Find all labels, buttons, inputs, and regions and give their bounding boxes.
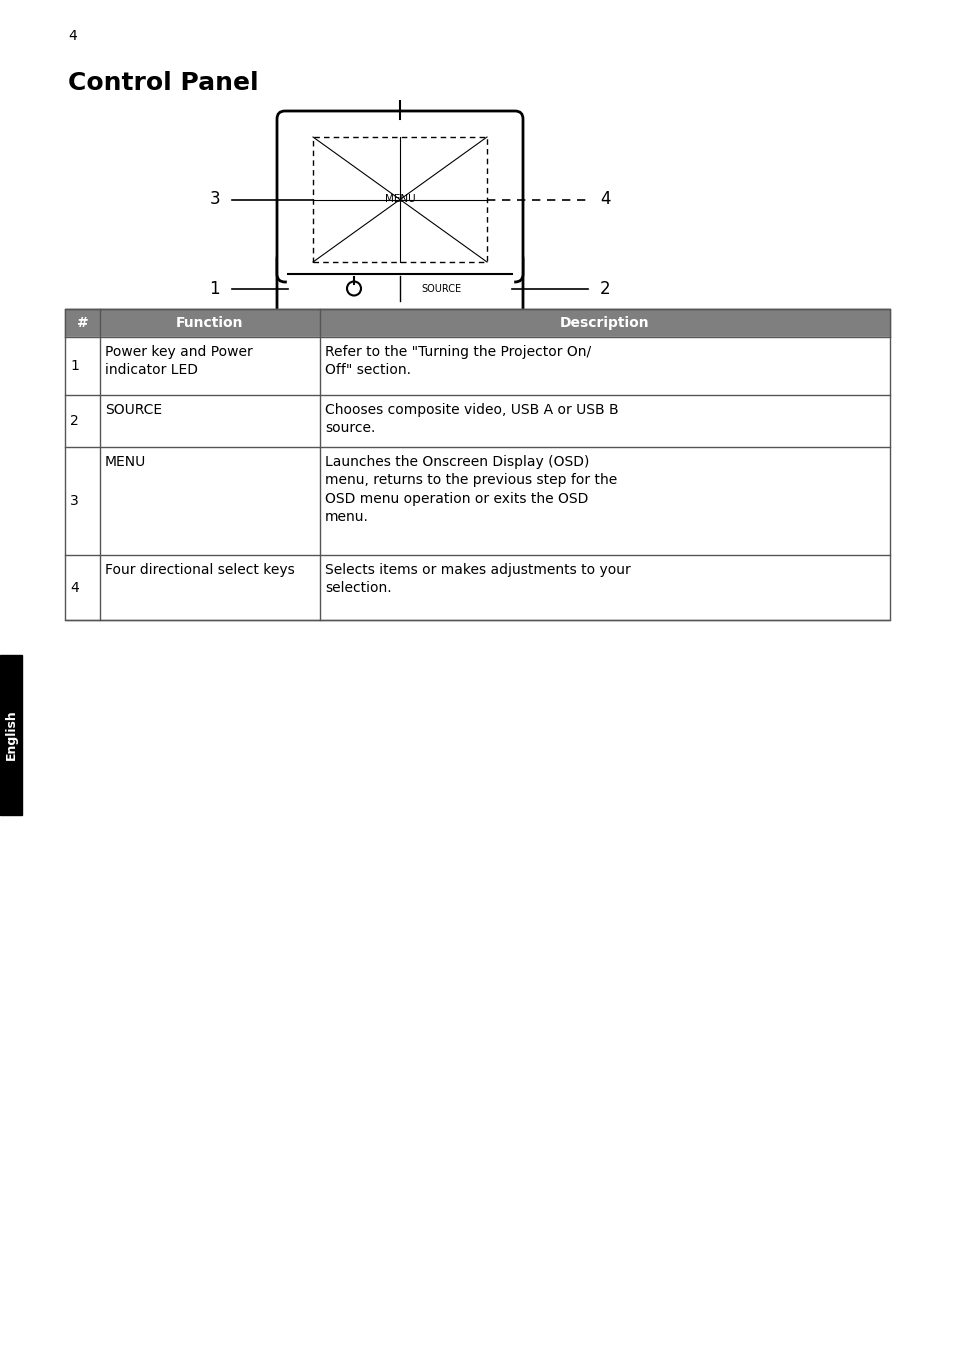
Bar (65, 448, 889, 554)
Text: Control Panel: Control Panel (68, 71, 258, 94)
Text: 1: 1 (209, 279, 220, 297)
Text: Power key and Power
indicator LED: Power key and Power indicator LED (105, 345, 253, 378)
Text: Chooses composite video, USB A or USB B
source.: Chooses composite video, USB A or USB B … (325, 402, 618, 435)
Text: 1: 1 (70, 359, 79, 372)
Text: 4: 4 (70, 580, 79, 594)
Text: MENU: MENU (384, 194, 415, 204)
Text: 4: 4 (68, 29, 76, 42)
Bar (65, 337, 889, 396)
Text: Description: Description (559, 316, 649, 330)
Text: 2: 2 (599, 279, 610, 297)
Text: Refer to the "Turning the Projector On/
Off" section.: Refer to the "Turning the Projector On/ … (325, 345, 591, 378)
Text: Four directional select keys: Four directional select keys (105, 563, 294, 576)
Bar (65, 396, 889, 448)
Text: 3: 3 (209, 190, 220, 208)
Text: Selects items or makes adjustments to your
selection.: Selects items or makes adjustments to yo… (325, 563, 630, 596)
Bar (0, 654, 22, 815)
Text: MENU: MENU (105, 455, 146, 470)
FancyBboxPatch shape (276, 251, 522, 318)
Text: 4: 4 (599, 190, 610, 208)
Text: English: English (5, 709, 17, 760)
Bar (65, 554, 889, 620)
Bar (65, 309, 889, 337)
Text: Function: Function (176, 316, 244, 330)
Bar (313, 137, 486, 261)
Bar (287, 279, 513, 298)
Text: SOURCE: SOURCE (421, 283, 461, 293)
Text: Launches the Onscreen Display (OSD)
menu, returns to the previous step for the
O: Launches the Onscreen Display (OSD) menu… (325, 455, 617, 524)
Text: 3: 3 (70, 494, 79, 508)
Text: 2: 2 (70, 413, 79, 428)
FancyBboxPatch shape (276, 111, 522, 282)
Text: #: # (76, 316, 89, 330)
Bar (65, 309, 889, 620)
Text: SOURCE: SOURCE (105, 402, 162, 418)
